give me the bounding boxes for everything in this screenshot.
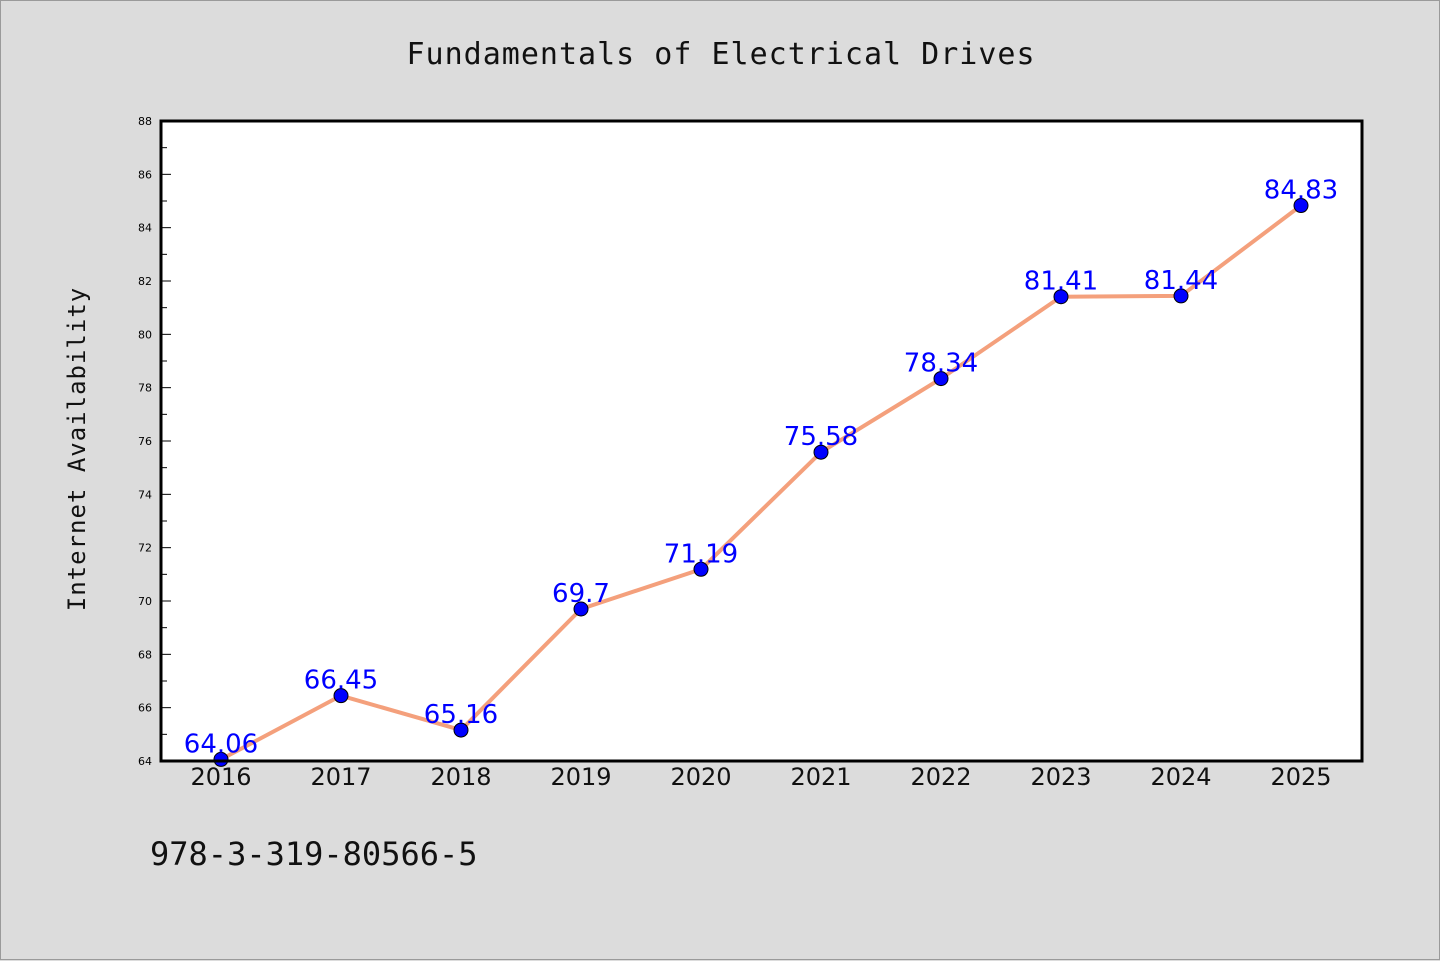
footer-code: 978-3-319-80566-5 bbox=[150, 835, 478, 873]
y-tick-label: 66 bbox=[138, 702, 152, 715]
y-tick-label: 74 bbox=[138, 488, 152, 501]
data-point bbox=[1173, 288, 1189, 304]
y-tick-label: 70 bbox=[138, 595, 152, 608]
data-point bbox=[813, 444, 829, 460]
data-label: 81.44 bbox=[1144, 266, 1218, 296]
x-axis-ticks: 2016 2017 2018 2019 2020 2021 2022 2023 2024 2025 bbox=[190, 763, 1331, 791]
series-line-group bbox=[220, 203, 1303, 762]
data-label: 84.83 bbox=[1264, 176, 1338, 206]
y-axis-ticks: 64 66 68 70 72 74 76 78 80 82 84 86 88 bbox=[138, 115, 171, 768]
data-point bbox=[933, 371, 949, 387]
data-point bbox=[213, 751, 229, 767]
data-label: 64.06 bbox=[184, 729, 258, 759]
plot-border bbox=[159, 119, 1364, 763]
x-tick-label: 2023 bbox=[1030, 763, 1091, 791]
x-tick-label: 2017 bbox=[310, 763, 371, 791]
data-label: 69.7 bbox=[552, 579, 610, 609]
y-tick-label: 76 bbox=[138, 435, 152, 448]
data-label: 65.16 bbox=[424, 700, 498, 730]
data-labels: 64.06 66.45 65.16 69.7 71.19 75.58 78.34 81.41 8… bbox=[184, 176, 1338, 760]
x-tick-label: 2020 bbox=[670, 763, 731, 791]
plot-area bbox=[161, 121, 1362, 761]
y-tick-label: 88 bbox=[138, 115, 152, 128]
x-tick-label: 2025 bbox=[1270, 763, 1331, 791]
data-point bbox=[453, 722, 469, 738]
series-markers bbox=[213, 198, 1309, 767]
data-label: 66.45 bbox=[304, 666, 378, 696]
x-tick-label: 2021 bbox=[790, 763, 851, 791]
x-tick-label: 2016 bbox=[190, 763, 251, 791]
series-line bbox=[220, 203, 1303, 762]
data-label: 81.41 bbox=[1024, 267, 1098, 297]
x-tick-label: 2018 bbox=[430, 763, 491, 791]
data-label: 71.19 bbox=[664, 539, 738, 569]
x-tick-label: 2022 bbox=[910, 763, 971, 791]
y-tick-label: 72 bbox=[138, 542, 152, 555]
y-tick-label: 64 bbox=[138, 755, 152, 768]
data-point bbox=[333, 688, 349, 704]
y-tick-label: 84 bbox=[138, 222, 152, 235]
data-point bbox=[1293, 198, 1309, 214]
data-label: 78.34 bbox=[904, 349, 978, 379]
y-tick-label: 78 bbox=[138, 382, 152, 395]
x-tick-label: 2019 bbox=[550, 763, 611, 791]
data-point bbox=[1053, 289, 1069, 305]
data-point bbox=[573, 601, 589, 617]
y-axis-label: Internet Availability bbox=[63, 287, 91, 611]
y-tick-label: 86 bbox=[138, 168, 152, 181]
data-label: 75.58 bbox=[784, 422, 858, 452]
chart-title: Fundamentals of Electrical Drives bbox=[406, 37, 1035, 72]
x-tick-label: 2024 bbox=[1150, 763, 1211, 791]
data-point bbox=[693, 561, 709, 577]
y-tick-label: 80 bbox=[138, 328, 152, 341]
y-tick-label: 82 bbox=[138, 275, 152, 288]
y-tick-label: 68 bbox=[138, 648, 152, 661]
